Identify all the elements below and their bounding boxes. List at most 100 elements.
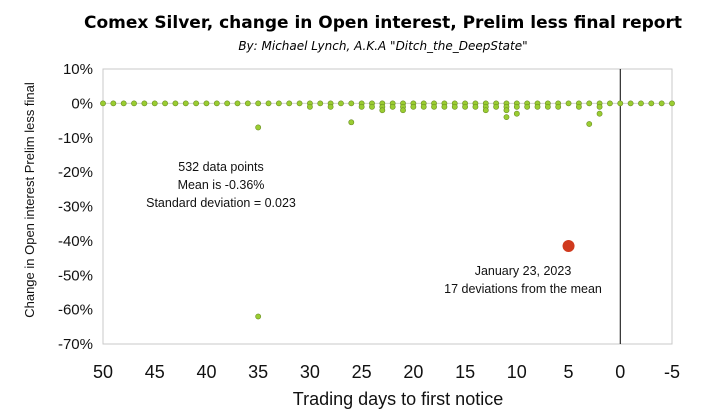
y-tick-label: -50% bbox=[58, 267, 93, 284]
x-tick-label: 30 bbox=[300, 362, 320, 382]
data-point bbox=[575, 103, 582, 110]
data-point bbox=[441, 103, 448, 110]
data-points bbox=[100, 100, 675, 320]
data-point bbox=[213, 100, 220, 107]
x-tick-label: 35 bbox=[248, 362, 268, 382]
y-tick-label: -40% bbox=[58, 233, 93, 250]
x-tick-label: 0 bbox=[615, 362, 625, 382]
data-point bbox=[131, 100, 137, 107]
data-point bbox=[544, 103, 551, 110]
plot-area bbox=[102, 68, 673, 345]
data-point bbox=[389, 103, 396, 110]
x-axis-label: Trading days to first notice bbox=[293, 389, 503, 409]
data-point bbox=[400, 107, 406, 114]
data-point bbox=[586, 121, 593, 127]
data-point bbox=[348, 100, 355, 107]
x-tick-label: 50 bbox=[93, 362, 113, 382]
data-point bbox=[617, 100, 624, 107]
data-point bbox=[565, 100, 572, 107]
x-tick-label: 10 bbox=[507, 362, 527, 382]
data-point bbox=[410, 103, 417, 110]
highlight-annotation: January 23, 2023 17 deviations from the … bbox=[444, 264, 602, 296]
data-point bbox=[203, 100, 210, 107]
highlight-date: January 23, 2023 bbox=[475, 264, 572, 278]
data-point bbox=[307, 103, 313, 110]
data-point bbox=[586, 100, 593, 107]
data-point bbox=[534, 103, 541, 110]
y-tick-label: -60% bbox=[58, 302, 93, 319]
data-point bbox=[658, 100, 665, 107]
data-point bbox=[627, 100, 634, 107]
y-tick-label: -70% bbox=[58, 336, 93, 353]
data-point bbox=[255, 124, 262, 131]
x-tick-label: -5 bbox=[664, 362, 680, 382]
chart-title: Comex Silver, change in Open interest, P… bbox=[84, 13, 682, 33]
data-point bbox=[141, 100, 148, 107]
data-point bbox=[224, 100, 231, 107]
data-point bbox=[482, 107, 489, 114]
data-point bbox=[358, 103, 365, 110]
data-point bbox=[327, 103, 334, 110]
data-point bbox=[255, 313, 262, 320]
data-point bbox=[596, 110, 603, 117]
data-point bbox=[255, 100, 262, 107]
data-point bbox=[472, 103, 479, 110]
x-tick-label: 15 bbox=[455, 362, 475, 382]
data-point bbox=[555, 103, 562, 110]
stats-line-mean: Mean is -0.36% bbox=[178, 178, 265, 192]
data-point bbox=[493, 103, 500, 110]
data-point bbox=[110, 100, 117, 107]
x-tick-label: 5 bbox=[564, 362, 574, 382]
data-point bbox=[338, 100, 344, 107]
data-point bbox=[265, 100, 272, 107]
data-point bbox=[182, 100, 189, 107]
y-axis-label: Change in Open interest Prelim less fina… bbox=[22, 82, 37, 318]
data-point bbox=[503, 107, 510, 114]
data-point bbox=[234, 100, 241, 107]
stats-line-stdev: Standard deviation = 0.023 bbox=[146, 196, 296, 210]
data-point bbox=[513, 110, 520, 117]
highlight-point bbox=[562, 240, 575, 253]
y-tick-label: 0% bbox=[71, 95, 93, 112]
data-point bbox=[172, 100, 179, 107]
x-tick-label: 45 bbox=[145, 362, 165, 382]
data-point bbox=[348, 119, 355, 126]
y-tick-label: -20% bbox=[58, 164, 93, 181]
y-tick-labels: 10% 0% -10% -20% -30% -40% -50% -60% -70% bbox=[58, 61, 93, 353]
data-point bbox=[596, 103, 603, 110]
x-tick-label: 40 bbox=[196, 362, 216, 382]
data-point bbox=[607, 100, 613, 107]
data-point bbox=[648, 100, 655, 107]
highlight-layer bbox=[562, 240, 575, 253]
data-point bbox=[638, 100, 644, 107]
data-point bbox=[120, 100, 127, 107]
stats-line-count: 532 data points bbox=[178, 160, 264, 174]
data-point bbox=[162, 100, 168, 107]
data-point bbox=[275, 100, 282, 107]
data-point bbox=[462, 103, 468, 110]
data-point bbox=[431, 103, 437, 110]
data-point bbox=[513, 103, 520, 110]
data-point bbox=[451, 103, 458, 110]
data-point bbox=[669, 100, 675, 107]
y-tick-label: -10% bbox=[58, 130, 93, 147]
data-point bbox=[286, 100, 293, 107]
data-point bbox=[296, 100, 303, 107]
stats-annotation: 532 data points Mean is -0.36% Standard … bbox=[146, 160, 296, 210]
x-tick-labels: 50 45 40 35 30 25 20 15 10 5 0 -5 bbox=[93, 362, 680, 382]
highlight-deviation: 17 deviations from the mean bbox=[444, 282, 602, 296]
data-point bbox=[379, 107, 386, 114]
data-point bbox=[524, 103, 531, 110]
data-point bbox=[369, 103, 375, 110]
y-tick-label: -30% bbox=[58, 199, 93, 216]
data-point bbox=[503, 114, 510, 121]
data-point bbox=[244, 100, 251, 107]
data-point bbox=[317, 100, 324, 107]
data-point bbox=[100, 100, 106, 107]
data-point bbox=[193, 100, 200, 107]
data-point bbox=[420, 103, 427, 110]
x-tick-label: 25 bbox=[352, 362, 372, 382]
data-point bbox=[151, 100, 158, 107]
